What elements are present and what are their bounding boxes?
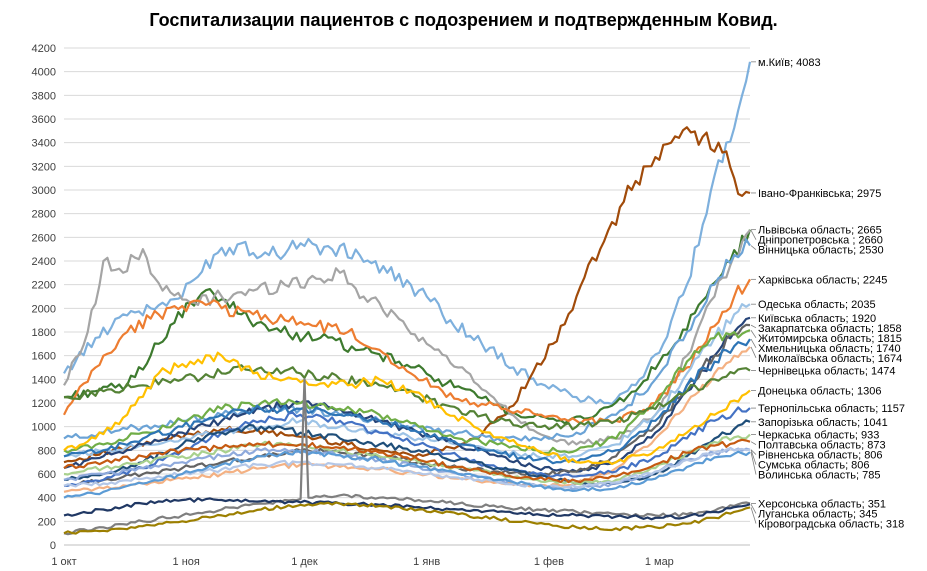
leader-line	[750, 230, 757, 240]
y-tick-label: 2400	[32, 256, 56, 268]
y-tick-label: 2000	[32, 303, 56, 315]
series-end-label: Львівська область; 2665	[758, 225, 882, 237]
series-line	[63, 351, 751, 466]
y-tick-label: 2600	[32, 232, 56, 244]
y-tick-label: 1800	[32, 327, 56, 339]
x-tick-label: 1 янв	[413, 556, 440, 568]
leader-line	[750, 346, 757, 358]
series-end-label: Вінницька область; 2530	[758, 245, 884, 257]
y-tick-label: 2200	[32, 280, 56, 292]
series-end-label: Житомирська область; 1815	[758, 333, 902, 345]
y-tick-label: 3600	[32, 114, 56, 126]
series-end-label: Сумська область; 806	[758, 460, 870, 472]
series-line	[63, 61, 752, 405]
gridlines	[64, 47, 750, 546]
y-tick-label: 200	[38, 516, 56, 528]
series-line	[63, 229, 752, 425]
series-line	[63, 501, 751, 535]
chart-title: Госпитализации пациентов с подозрением и…	[149, 10, 778, 30]
series-line	[63, 338, 751, 465]
series-line	[63, 323, 751, 487]
x-tick-label: 1 мар	[645, 556, 674, 568]
y-tick-label: 400	[38, 493, 56, 505]
series-line	[63, 278, 751, 426]
series-line	[63, 329, 751, 454]
y-tick-label: 1600	[32, 351, 56, 363]
series-end-label: Черкаська область; 933	[758, 430, 879, 442]
y-tick-label: 3200	[32, 161, 56, 173]
leader-line	[750, 452, 757, 475]
x-axis: 1 окт 1 ноя 1 дек 1 янв 1 фев 1 мар	[51, 544, 750, 568]
series-line	[63, 497, 751, 521]
series-line	[63, 346, 751, 493]
y-tick-label: 3000	[32, 185, 56, 197]
end-labels: м.Київ; 4083 Івано-Франківська; 2975 Львів…	[750, 57, 905, 530]
leader-line	[750, 324, 757, 329]
y-tick-label: 4200	[32, 43, 56, 55]
y-tick-label: 4000	[32, 67, 56, 79]
series-line	[63, 316, 751, 474]
series-lines	[63, 61, 752, 536]
series-end-label: Чернівецька область; 1474	[758, 366, 896, 378]
series-end-label: Рівненська область; 806	[758, 450, 883, 462]
series-end-label: Донецька область; 1306	[758, 385, 881, 397]
y-tick-label: 1200	[32, 398, 56, 410]
y-tick-label: 600	[38, 469, 56, 481]
leader-line	[750, 449, 757, 455]
y-tick-label: 1400	[32, 374, 56, 386]
x-tick-label: 1 ноя	[173, 556, 200, 568]
series-line	[63, 303, 751, 460]
series-line	[63, 126, 751, 464]
series-end-label: Івано-Франківська; 2975	[758, 188, 881, 200]
series-end-label: Дніпропетровська ; 2660	[758, 235, 883, 247]
series-end-label: Одеська область; 2035	[758, 299, 876, 311]
series-end-label: Київська область; 1920	[758, 313, 876, 325]
series-end-label: Харківська область; 2245	[758, 274, 887, 286]
series-end-label: Херсонська область; 351	[758, 498, 886, 510]
x-tick-label: 1 дек	[291, 556, 318, 568]
series-end-label: Кіровоградська область; 318	[758, 518, 904, 530]
series-line	[63, 438, 751, 484]
leader-line	[750, 507, 757, 524]
series-end-label: Миколаївська область; 1674	[758, 353, 902, 365]
series-line	[63, 449, 751, 499]
y-axis: 0 200 400 600 800 1000 1200 1400 1600 1800 2000 220…	[32, 43, 56, 552]
series-end-label: м.Київ; 4083	[758, 57, 821, 69]
series-end-label: Закарпатська область; 1858	[758, 323, 902, 335]
y-tick-label: 0	[50, 540, 56, 552]
series-end-label: Луганська область; 345	[758, 508, 877, 520]
x-tick-label: 1 окт	[51, 556, 76, 568]
series-end-label: Волинська область; 785	[758, 470, 881, 482]
leader-line	[750, 330, 757, 339]
y-tick-label: 3400	[32, 138, 56, 150]
y-tick-label: 1000	[32, 422, 56, 434]
series-line	[63, 378, 751, 536]
series-end-label: Хмельницька область; 1740	[758, 343, 901, 355]
y-tick-label: 3800	[32, 90, 56, 102]
x-tick-label: 1 фев	[534, 556, 564, 568]
series-line	[63, 364, 751, 431]
leader-line	[750, 441, 757, 445]
y-tick-label: 800	[38, 445, 56, 457]
series-end-label: Тернопільська область; 1157	[758, 403, 905, 415]
leader-line	[750, 503, 757, 514]
leader-line	[750, 449, 757, 465]
y-tick-label: 2800	[32, 209, 56, 221]
series-line	[64, 406, 751, 487]
series-line	[63, 446, 751, 490]
leader-line	[750, 338, 757, 348]
leader-line	[750, 245, 757, 250]
series-end-label: Запорізька область; 1041	[758, 417, 888, 429]
series-end-label: Полтавська область; 873	[758, 440, 886, 452]
